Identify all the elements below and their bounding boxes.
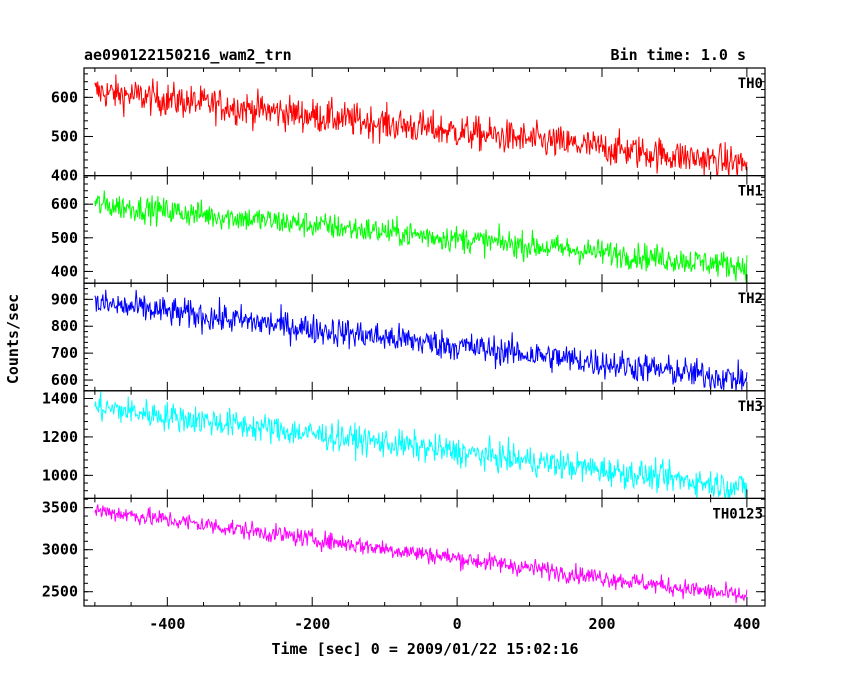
series-line-th0123 xyxy=(94,504,748,604)
panel-th1: 400 500 600 TH1 xyxy=(51,175,766,284)
panel-th0123: 2500 3000 3500 TH0123 xyxy=(42,497,766,607)
chart-title: ae090122150216_wam2_trn xyxy=(84,46,292,64)
panel-th3: 1000 1200 1400 TH3 xyxy=(42,389,766,499)
panel-label-th0123: TH0123 xyxy=(712,506,763,522)
y-tick-label: 1200 xyxy=(42,428,78,446)
x-axis-title: Time [sec] 0 = 2009/01/22 15:02:16 xyxy=(271,640,578,658)
series-line-th1 xyxy=(94,190,748,283)
panel-frame-th2 xyxy=(83,282,766,392)
y-tick-label: 500 xyxy=(51,229,78,247)
x-tick-labels: -400 -200 0 200 400 xyxy=(149,615,760,633)
panel-frame-th1 xyxy=(83,175,766,284)
series-line-th2 xyxy=(94,289,748,391)
panel-th0: 400 500 600 TH0 xyxy=(51,67,766,185)
panel-label-th1: TH1 xyxy=(738,184,763,200)
y-tick-label: 2500 xyxy=(42,583,78,601)
panel-th2: 600 700 800 900 TH2 xyxy=(51,282,766,392)
y-tick-label: 500 xyxy=(51,127,78,145)
panel-label-th0: TH0 xyxy=(738,76,763,92)
panel-frame-th0123 xyxy=(83,497,766,607)
y-tick-label: 3000 xyxy=(42,541,78,559)
x-tick-label: -400 xyxy=(149,615,185,633)
y-tick-label: 1400 xyxy=(42,389,78,407)
y-tick-label: 3500 xyxy=(42,499,78,517)
panel-frame-th0 xyxy=(83,67,766,177)
y-tick-label: 600 xyxy=(51,371,78,389)
x-tick-label: 400 xyxy=(733,615,760,633)
y-tick-label: 600 xyxy=(51,88,78,106)
x-tick-label: -200 xyxy=(294,615,330,633)
panel-label-th3: TH3 xyxy=(738,399,763,415)
x-tick-label: 0 xyxy=(453,615,462,633)
bin-time-label: Bin time: 1.0 s xyxy=(611,46,746,64)
y-tick-label: 900 xyxy=(51,290,78,308)
y-tick-label: 400 xyxy=(51,167,78,185)
y-axis-title: Counts/sec xyxy=(4,294,22,384)
y-tick-label: 600 xyxy=(51,195,78,213)
x-tick-label: 200 xyxy=(588,615,615,633)
y-tick-label: 400 xyxy=(51,262,78,280)
panels: 400 500 600 TH0 400 500 600 TH1 600 700 800 900 TH2 1… xyxy=(42,67,766,607)
y-tick-label: 700 xyxy=(51,344,78,362)
series-line-th3 xyxy=(94,391,748,499)
y-tick-label: 1000 xyxy=(42,466,78,484)
panel-label-th2: TH2 xyxy=(738,291,763,307)
y-tick-label: 800 xyxy=(51,317,78,335)
series-line-th0 xyxy=(94,74,748,176)
